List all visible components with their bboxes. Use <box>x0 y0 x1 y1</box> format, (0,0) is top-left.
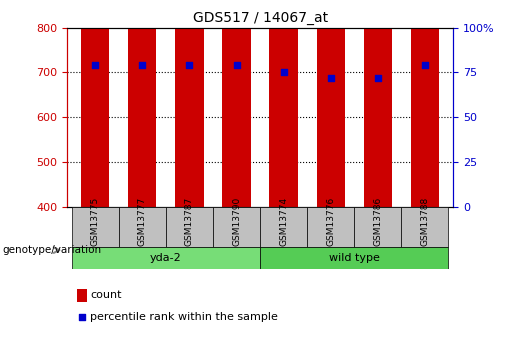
Point <box>327 75 335 81</box>
Text: genotype/variation: genotype/variation <box>3 245 101 255</box>
Text: wild type: wild type <box>329 253 380 263</box>
Bar <box>401 207 449 247</box>
Point <box>91 62 99 68</box>
Bar <box>222 0 251 207</box>
Text: GSM13774: GSM13774 <box>279 197 288 246</box>
Bar <box>260 207 307 247</box>
Bar <box>72 247 260 269</box>
Bar <box>77 289 87 302</box>
Text: percentile rank within the sample: percentile rank within the sample <box>90 313 278 322</box>
Bar <box>128 0 157 207</box>
Point <box>185 62 194 68</box>
Bar <box>260 247 449 269</box>
Text: GSM13775: GSM13775 <box>91 197 100 246</box>
Point <box>374 75 382 81</box>
Bar <box>354 207 401 247</box>
Point <box>280 70 288 75</box>
Bar <box>411 0 439 207</box>
Bar <box>317 8 345 207</box>
Text: GSM13777: GSM13777 <box>138 197 147 246</box>
Text: GSM13788: GSM13788 <box>420 197 430 246</box>
Bar <box>307 207 354 247</box>
Text: GSM13786: GSM13786 <box>373 197 382 246</box>
Bar <box>269 11 298 207</box>
Bar <box>72 207 119 247</box>
Bar <box>81 0 109 207</box>
Bar <box>166 207 213 247</box>
Text: GSM13787: GSM13787 <box>185 197 194 246</box>
Text: count: count <box>90 290 122 300</box>
Bar <box>119 207 166 247</box>
Point <box>138 62 146 68</box>
Point <box>421 62 429 68</box>
Title: GDS517 / 14067_at: GDS517 / 14067_at <box>193 11 328 25</box>
Point <box>232 62 241 68</box>
Bar <box>213 207 260 247</box>
Point <box>78 315 86 320</box>
Bar <box>175 0 203 207</box>
Text: GSM13790: GSM13790 <box>232 197 241 246</box>
Text: yda-2: yda-2 <box>150 253 182 263</box>
Text: GSM13776: GSM13776 <box>326 197 335 246</box>
Bar <box>364 0 392 207</box>
